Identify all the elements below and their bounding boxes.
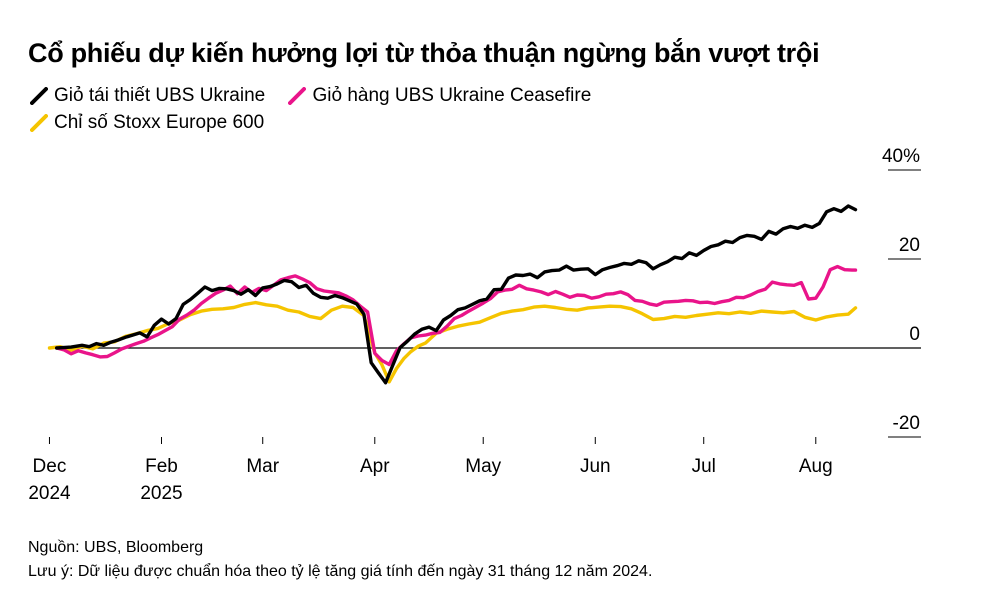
legend-row-1: Giỏ tái thiết UBS Ukraine Giỏ hàng UBS U…	[30, 85, 609, 111]
legend-row-2: Chỉ số Stoxx Europe 600	[30, 112, 282, 138]
legend-label-ceasefire: Giỏ hàng UBS Ukraine Ceasefire	[312, 85, 592, 106]
series-line-ceasefire	[55, 264, 858, 367]
x-tick-year-1: 2025	[140, 483, 182, 504]
legend-swatch-yellow-icon	[30, 114, 48, 132]
y-tick-label-2: 0	[909, 324, 920, 345]
x-tick-label-3: Apr	[360, 456, 390, 477]
note-text: Lưu ý: Dữ liệu được chuẩn hóa theo tỷ lệ…	[28, 563, 653, 580]
x-tick-label-2: Mar	[246, 456, 279, 477]
source-text: Nguồn: UBS, Bloomberg	[28, 539, 204, 556]
y-gridlines: 40% 20 0 -20	[52, 146, 921, 438]
x-tick-label-6: Jul	[692, 456, 716, 477]
x-axis: Dec 2024 Feb 2025 Mar Apr May Jun Jul Aug	[28, 437, 833, 504]
x-tick-label-5: Jun	[580, 456, 611, 477]
x-tick-label-0: Dec	[33, 456, 67, 477]
legend-item-stoxx: Chỉ số Stoxx Europe 600	[30, 112, 264, 134]
legend-item-reconstruction: Giỏ tái thiết UBS Ukraine	[30, 85, 265, 107]
legend-label-stoxx: Chỉ số Stoxx Europe 600	[54, 112, 265, 133]
legend-swatch-black-icon	[30, 87, 48, 105]
x-tick-label-1: Feb	[145, 456, 178, 477]
series-lines	[47, 204, 858, 385]
x-tick-label-7: Aug	[799, 456, 833, 477]
y-tick-label-1: 20	[899, 235, 920, 256]
y-tick-label-3: -20	[893, 413, 920, 434]
legend-label-reconstruction: Giỏ tái thiết UBS Ukraine	[54, 85, 266, 106]
x-tick-label-4: May	[465, 456, 501, 477]
chart-title: Cổ phiếu dự kiến hưởng lợi từ thỏa thuận…	[28, 38, 820, 68]
y-tick-label-0: 40%	[882, 146, 920, 167]
series-line-reconstruction	[55, 204, 858, 385]
legend-swatch-pink-icon	[288, 87, 307, 105]
legend-item-ceasefire: Giỏ hàng UBS Ukraine Ceasefire	[288, 85, 591, 107]
x-tick-year-0: 2024	[28, 483, 71, 504]
